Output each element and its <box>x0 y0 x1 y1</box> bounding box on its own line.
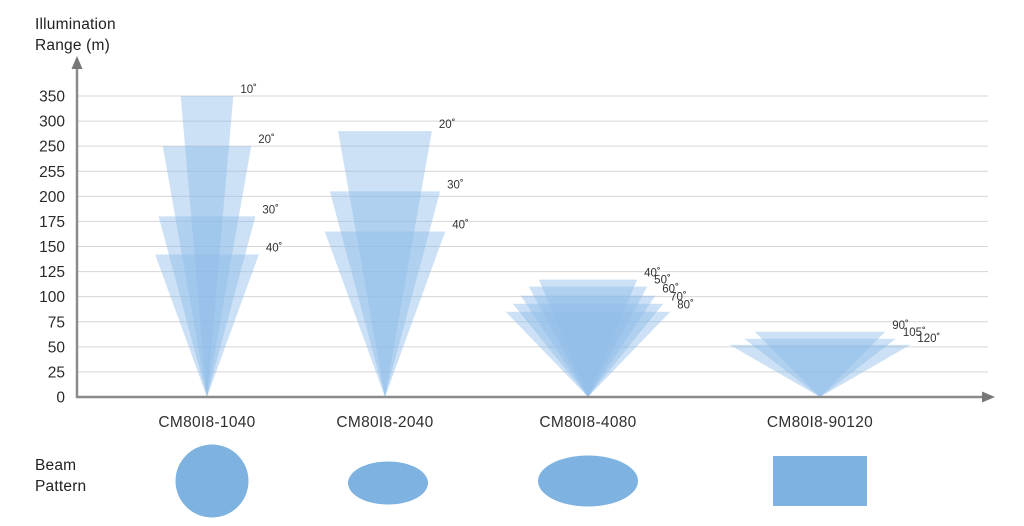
beam-pattern-label-line1: Beam <box>35 457 77 474</box>
y-tick-label: 350 <box>39 89 65 106</box>
y-tick-label: 150 <box>39 239 65 256</box>
beam-pattern-shape <box>348 461 428 505</box>
x-axis-arrowhead <box>982 391 995 403</box>
cone-angle-label: 20˚ <box>439 119 456 131</box>
cone-angle-label: 40˚ <box>644 268 661 280</box>
beam-pattern-shape <box>773 456 867 506</box>
model-label: CM80I8-2040 <box>336 414 433 431</box>
beam-cone <box>538 279 638 397</box>
y-tick-label: 0 <box>56 390 65 407</box>
beam-cone <box>754 331 886 397</box>
beam-cone <box>162 146 252 397</box>
beam-pattern-label: Beam Pattern <box>35 455 86 497</box>
cone-angle-label: 40˚ <box>266 243 283 255</box>
cone-angle-label: 40˚ <box>452 219 469 231</box>
cone-angle-label: 10˚ <box>240 84 257 96</box>
y-axis-title: Illumination Range (m) <box>35 14 116 56</box>
beam-cone <box>744 338 896 397</box>
y-tick-label: 25 <box>48 364 65 381</box>
model-label: CM80I8-4080 <box>539 414 636 431</box>
beam-pattern-label-line2: Pattern <box>35 478 87 495</box>
beam-cone <box>505 311 671 397</box>
beam-cone <box>180 96 234 397</box>
y-tick-label: 125 <box>39 264 65 281</box>
beam-cone <box>338 131 432 397</box>
y-tick-label: 50 <box>48 339 66 356</box>
cone-angle-label: 30˚ <box>262 204 279 216</box>
y-tick-label: 255 <box>39 164 65 181</box>
model-label: CM80I8-90120 <box>767 414 873 431</box>
beam-pattern-shape <box>538 455 638 507</box>
y-axis-title-line2: Range (m) <box>35 37 111 54</box>
cone-angle-label: 80˚ <box>677 300 694 312</box>
beam-cone <box>528 286 648 397</box>
model-label: CM80I8-1040 <box>158 414 255 431</box>
cone-angle-label: 120˚ <box>917 333 940 345</box>
y-axis-arrowhead <box>71 56 83 69</box>
y-tick-label: 250 <box>39 139 65 156</box>
cone-angle-label: 105˚ <box>903 327 926 339</box>
beam-cone <box>729 344 911 397</box>
cone-angle-label: 50˚ <box>654 275 671 287</box>
cone-angle-label: 30˚ <box>447 179 464 191</box>
beam-cone <box>520 295 656 397</box>
cone-angle-label: 70˚ <box>670 292 687 304</box>
y-tick-label: 75 <box>48 314 65 331</box>
y-tick-label: 300 <box>39 114 65 131</box>
beam-cone <box>324 231 446 397</box>
cone-angle-label: 90˚ <box>892 320 909 332</box>
beam-pattern-shape <box>175 444 249 518</box>
cone-angle-label: 20˚ <box>258 134 275 146</box>
y-tick-label: 200 <box>39 189 65 206</box>
beam-cone <box>158 216 256 397</box>
cone-angle-label: 60˚ <box>662 284 679 296</box>
beam-cone <box>512 303 664 397</box>
beam-cone <box>329 191 441 397</box>
y-tick-label: 100 <box>39 289 65 306</box>
y-tick-label: 175 <box>39 214 65 231</box>
beam-cone <box>155 254 259 397</box>
y-axis-title-line1: Illumination <box>35 16 116 33</box>
